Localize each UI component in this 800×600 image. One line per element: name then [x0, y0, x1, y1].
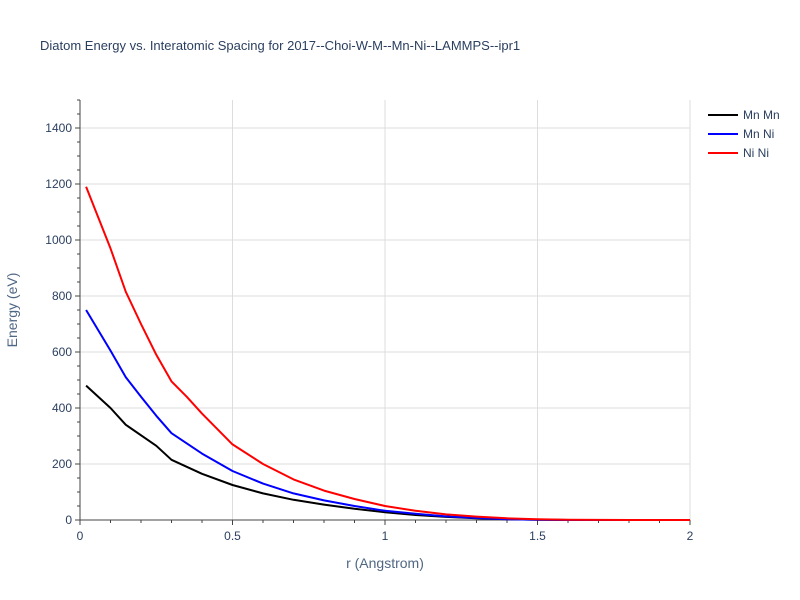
y-tick-label: 400 [52, 401, 72, 415]
x-tick-label: 0.5 [224, 529, 241, 543]
legend-label: Mn Ni [743, 127, 774, 141]
y-tick-label: 1400 [45, 121, 72, 135]
chart-title: Diatom Energy vs. Interatomic Spacing fo… [40, 38, 520, 53]
y-tick-label: 800 [52, 289, 72, 303]
x-tick-label: 1 [382, 529, 389, 543]
y-tick-label: 1200 [45, 177, 72, 191]
y-tick-label: 0 [65, 513, 72, 527]
x-tick-label: 0 [77, 529, 84, 543]
y-tick-label: 1000 [45, 233, 72, 247]
y-axis-title: Energy (eV) [4, 273, 20, 348]
series-line-ni-ni [85, 186, 690, 521]
y-tick-label: 600 [52, 345, 72, 359]
legend-label: Mn Mn [743, 108, 780, 122]
x-axis-title: r (Angstrom) [346, 555, 424, 571]
legend: Mn Mn Mn Ni Ni Ni [708, 108, 780, 160]
y-tick-label: 200 [52, 457, 72, 471]
x-tick-label: 2 [687, 529, 694, 543]
series-lines [85, 186, 690, 521]
x-tick-label: 1.5 [529, 529, 546, 543]
legend-label: Ni Ni [743, 146, 769, 160]
gridlines [80, 100, 691, 520]
tick-labels: 0 200 400 600 800 1000 1200 1400 0 0.5 1 1.5 2 [45, 121, 693, 543]
